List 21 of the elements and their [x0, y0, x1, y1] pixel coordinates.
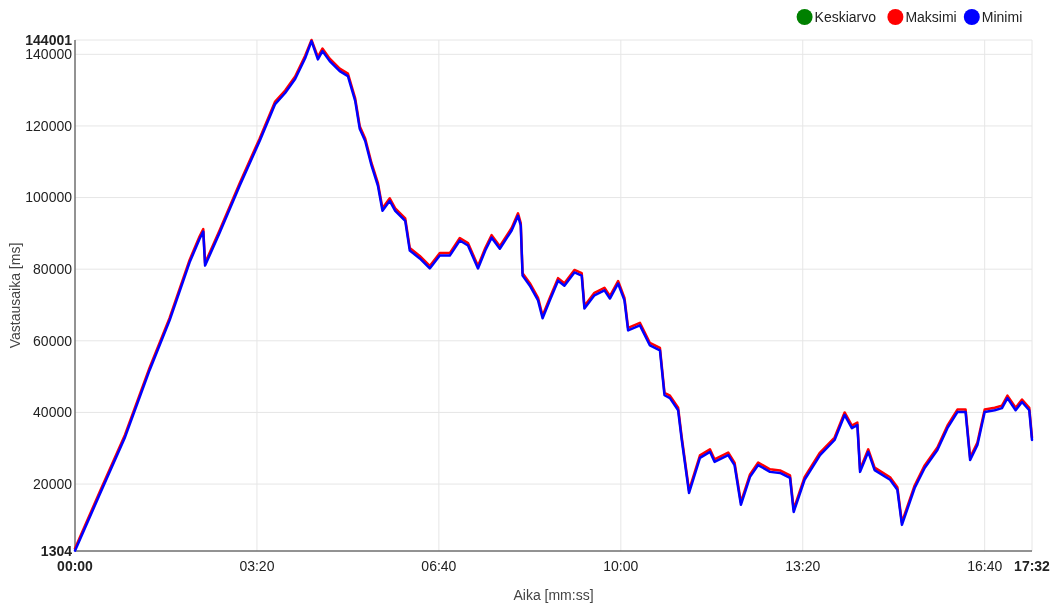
- y-tick-label: 144001: [25, 31, 73, 48]
- x-tick-label: 00:00: [57, 558, 94, 574]
- x-tick-label: 13:20: [785, 558, 821, 574]
- x-tick-label: 03:20: [239, 558, 275, 574]
- legend-label: Keskiarvo: [814, 8, 877, 25]
- x-tick-label: 06:40: [421, 558, 457, 574]
- y-axis-title: Vastausaika [ms]: [7, 242, 23, 349]
- y-tick-label: 20000: [33, 475, 73, 492]
- x-axis-title: Aika [mm:ss]: [513, 587, 594, 603]
- y-tick-label: 1304: [40, 542, 73, 559]
- y-tick-label: 140000: [25, 46, 73, 63]
- y-tick-label: 40000: [33, 404, 73, 421]
- x-tick-label: 16:40: [967, 558, 1003, 574]
- y-tick-label: 120000: [25, 117, 73, 134]
- y-tick-label: 100000: [25, 189, 73, 206]
- x-tick-label: 10:00: [603, 558, 639, 574]
- legend-label: Minimi: [981, 8, 1023, 25]
- y-tick-label: 60000: [33, 332, 73, 349]
- legend-label: Maksimi: [905, 8, 957, 25]
- y-tick-label: 80000: [33, 261, 73, 278]
- x-tick-label: 17:32: [1014, 558, 1051, 574]
